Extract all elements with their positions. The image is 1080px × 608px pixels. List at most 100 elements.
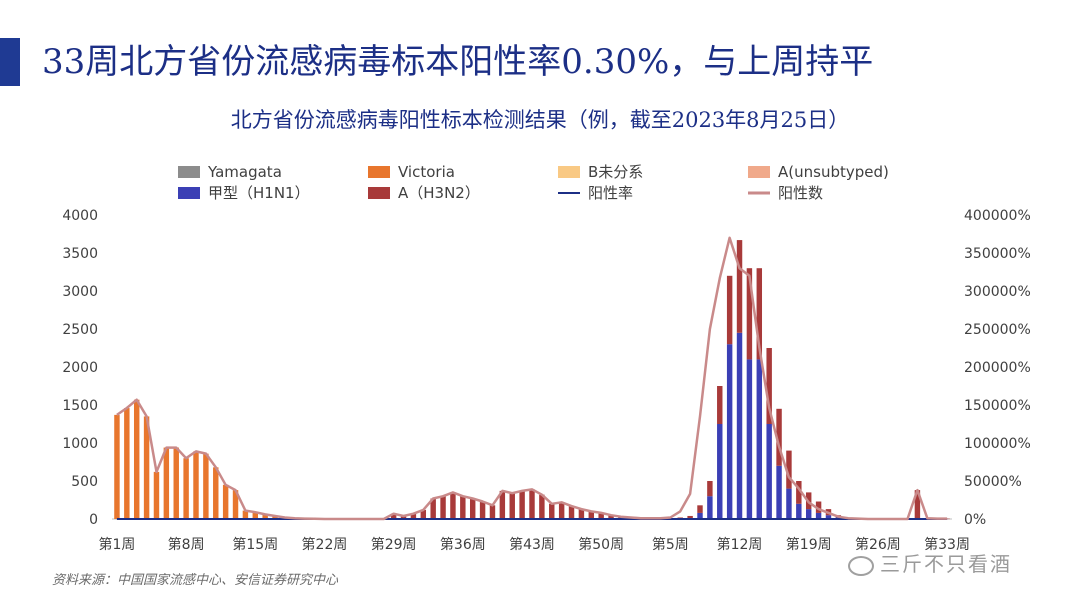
bar (450, 492, 456, 519)
bar (815, 512, 822, 519)
watermark: 三斤不只看酒 (848, 548, 1012, 577)
bar (133, 399, 140, 519)
x-tick-label: 第15周 (232, 536, 278, 553)
y-left-tick-label: 0 (89, 512, 98, 528)
bar (697, 512, 703, 519)
legend-swatch (178, 166, 200, 178)
bar (390, 513, 397, 519)
bar (430, 498, 436, 519)
x-tick-label: 第5周 (652, 536, 689, 553)
bar (717, 386, 723, 424)
y-left-tick-label: 2000 (62, 360, 98, 376)
bar (400, 515, 407, 519)
chart-lines (116, 236, 948, 521)
y-right-tick-label: 400000% (964, 208, 1031, 224)
x-tick-label: 第33周 (924, 536, 970, 553)
bar (529, 489, 535, 519)
y-left-tick-label: 3500 (62, 246, 98, 262)
bar (232, 490, 239, 519)
y-right-tick-label: 200000% (964, 360, 1031, 376)
bar (539, 494, 545, 519)
bar (173, 447, 179, 519)
bar (519, 490, 525, 519)
bar (558, 502, 565, 519)
bar (598, 512, 604, 519)
bar (766, 424, 772, 519)
bar (509, 493, 515, 519)
x-tick-label: 第8周 (168, 536, 205, 553)
bar (726, 344, 733, 519)
y-right-tick-label: 300000% (964, 284, 1031, 300)
legend-label: 阳性率 (588, 184, 633, 202)
x-tick-label: 第43周 (509, 536, 555, 553)
bar (420, 509, 427, 519)
legend-swatch (558, 166, 580, 178)
y-left-tick-label: 500 (71, 474, 98, 490)
bar (489, 505, 496, 519)
x-tick-label: 第22周 (302, 536, 348, 553)
bar (499, 490, 506, 519)
bar (707, 496, 713, 519)
legend-label: 甲型（H1N1） (208, 184, 310, 202)
bar (183, 458, 189, 519)
chart-bars (114, 240, 950, 520)
bar (568, 506, 575, 519)
x-tick-label: 第36周 (440, 536, 486, 553)
bar (272, 515, 278, 519)
y-right-tick-label: 0% (964, 512, 986, 528)
bar (707, 481, 713, 497)
x-tick-label: 第50周 (578, 536, 624, 553)
x-tick-label: 第12周 (717, 536, 763, 553)
legend-swatch (368, 187, 390, 199)
bar (242, 510, 249, 519)
bar (756, 268, 763, 360)
x-tick-label: 第29周 (371, 536, 417, 553)
bar (687, 515, 693, 519)
bar (776, 465, 782, 519)
legend-swatch (178, 187, 200, 199)
x-tick-label: 第26周 (855, 536, 901, 553)
bar (143, 416, 150, 519)
bar (213, 467, 219, 519)
x-tick-label: 第19周 (786, 536, 832, 553)
title-accent-bar (0, 38, 20, 86)
bar (124, 408, 130, 519)
legend-label: A(unsubtyped) (778, 163, 889, 181)
x-tick-label: 第1周 (98, 536, 135, 553)
bar (114, 414, 120, 519)
legend-label: Victoria (398, 163, 455, 181)
bar (796, 503, 802, 519)
bar (697, 505, 703, 513)
bar (914, 490, 921, 519)
chart-legend: Yamagata Victoria B未分系 A(unsubtyped) 甲型（H1N1… (178, 163, 889, 202)
legend-swatch (368, 166, 390, 178)
legend-label: A（H3N2） (398, 184, 480, 202)
bar (726, 275, 733, 345)
wechat-icon (848, 555, 874, 576)
series-line (116, 236, 948, 521)
bar (786, 488, 792, 519)
bar (479, 501, 486, 519)
watermark-text: 三斤不只看酒 (880, 552, 1012, 576)
bar (549, 503, 555, 519)
bar (578, 509, 585, 519)
legend-label: 阳性数 (778, 184, 823, 202)
bar (756, 359, 763, 519)
bar (766, 348, 772, 424)
bar (736, 240, 743, 333)
bar (746, 268, 753, 360)
bar (608, 515, 614, 519)
bar (252, 512, 259, 519)
y-right-tick-label: 100000% (964, 436, 1031, 452)
y-left-tick-label: 3000 (62, 284, 98, 300)
bar (460, 496, 466, 519)
bar (440, 496, 446, 519)
bar (776, 408, 782, 466)
bar (222, 484, 229, 519)
y-left-tick-label: 2500 (62, 322, 98, 338)
y-right-tick-label: 150000% (964, 398, 1031, 414)
y-left-tick-label: 4000 (62, 208, 98, 224)
bar (815, 501, 822, 513)
bar (717, 424, 723, 519)
